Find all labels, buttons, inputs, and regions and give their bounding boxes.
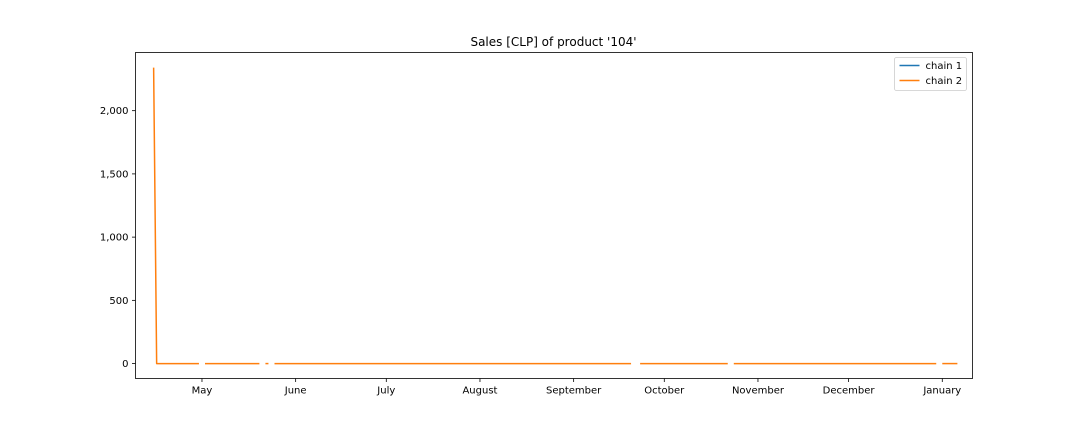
x-tick-label: June (284, 386, 307, 397)
x-tick-label: July (376, 386, 395, 397)
x-tick-label: November (732, 386, 785, 397)
x-tick-label: December (823, 386, 876, 397)
y-tick-label: 1,500 (100, 169, 129, 180)
axes-frame (135, 52, 973, 379)
x-tick-label: January (922, 386, 961, 397)
x-tick-label: September (546, 386, 602, 397)
legend-label: chain 2 (926, 76, 963, 87)
legend-label: chain 1 (926, 61, 963, 72)
legend: chain 1 chain 2 (894, 57, 967, 91)
plot-area (135, 52, 973, 379)
chart-title: Sales [CLP] of product '104' (470, 35, 636, 49)
plot-background (135, 52, 973, 379)
y-tick-label: 500 (109, 296, 128, 307)
axes-layer: May June July August September October Novembe… (100, 52, 973, 397)
x-tick-label: August (462, 386, 497, 397)
x-tick-label: October (644, 386, 685, 397)
x-tick-label: May (192, 386, 213, 397)
y-tick-label: 1,000 (100, 233, 129, 244)
y-tick-label: 2,000 (100, 106, 129, 117)
series-line-chain-2 (152, 67, 199, 365)
series-layer (152, 67, 958, 365)
y-tick-label: 0 (122, 359, 128, 370)
